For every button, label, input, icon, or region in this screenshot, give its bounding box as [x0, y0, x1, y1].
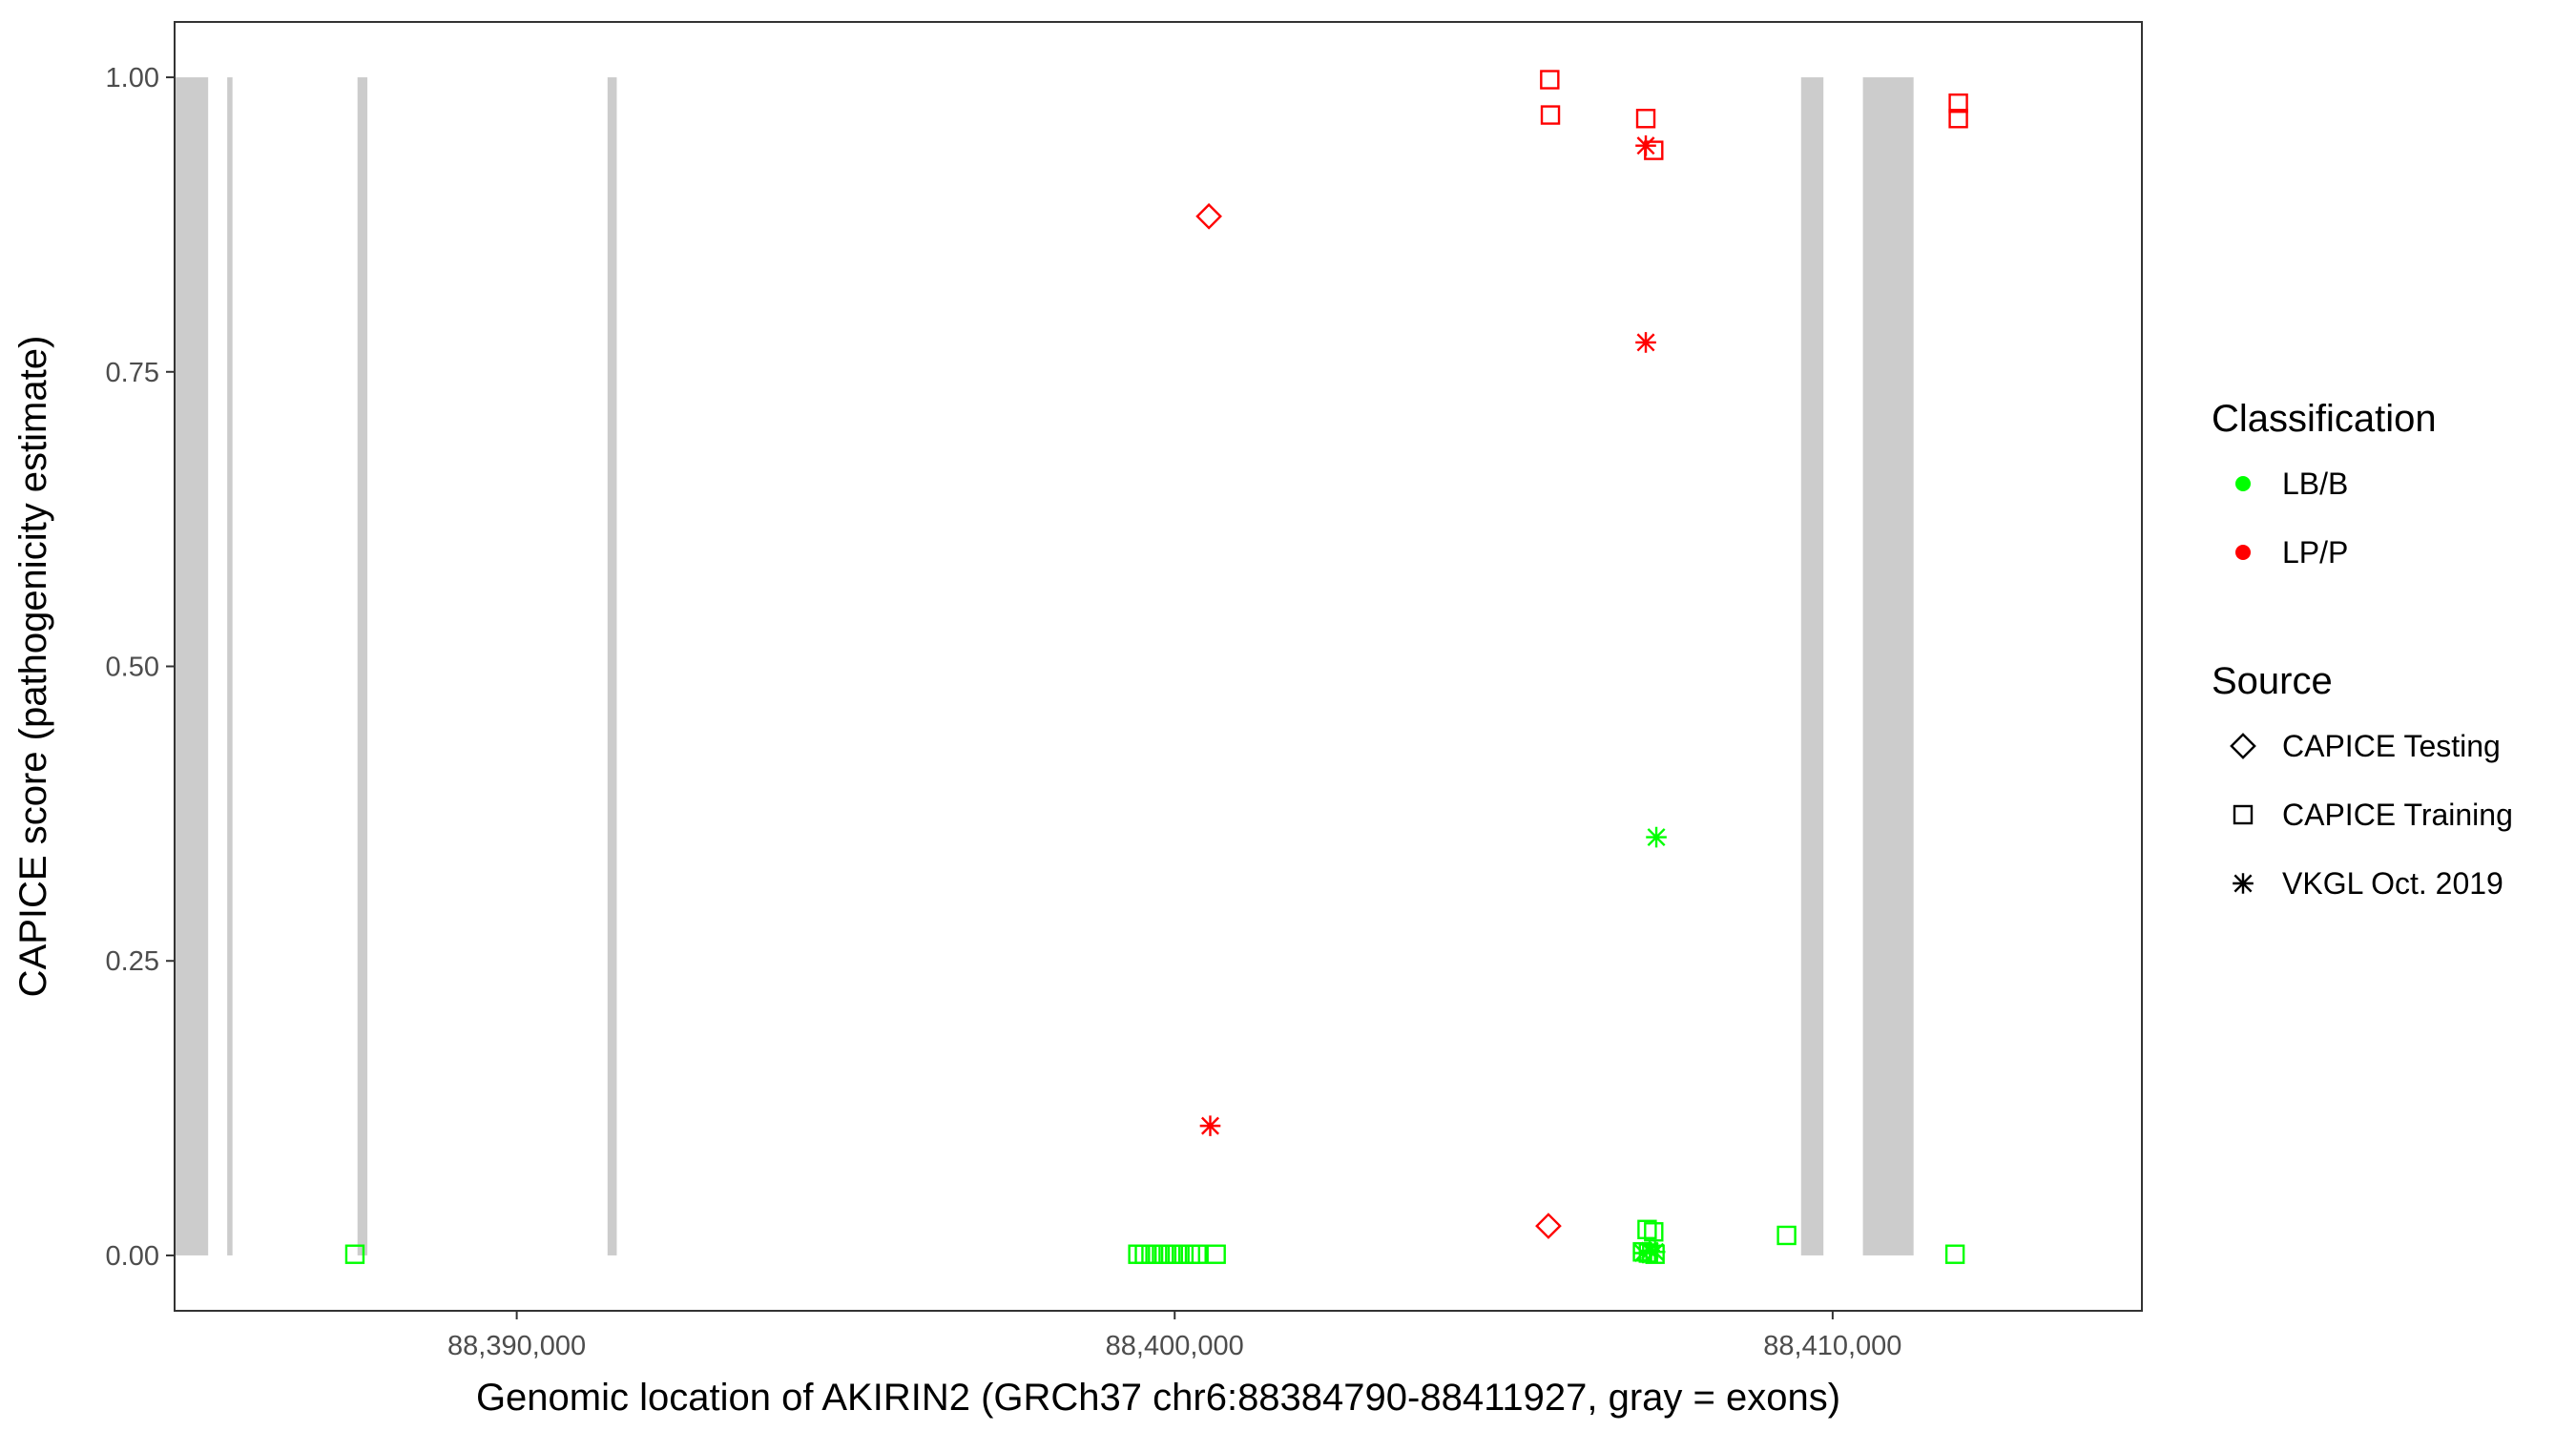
point-lp-p-star	[1199, 1115, 1221, 1136]
legend: Classification LB/B LP/P Source CAPICE Testi…	[2212, 398, 2513, 901]
legend-label: CAPICE Training	[2282, 798, 2513, 832]
point-lp-p-diamond	[1535, 1213, 1562, 1239]
point-layer	[344, 70, 1968, 1264]
exon-bar-1	[174, 77, 209, 1255]
point-lb-b-square	[1944, 1244, 1965, 1264]
legend-label: LP/P	[2282, 535, 2348, 570]
exon-bar-4	[607, 77, 617, 1255]
point-lp-p-star	[1635, 135, 1656, 156]
legend-label: CAPICE Testing	[2282, 729, 2501, 763]
legend-label: LB/B	[2282, 467, 2348, 501]
exon-bar-6	[1862, 77, 1914, 1255]
y-axis-title: CAPICE score (pathogenicity estimate)	[12, 336, 54, 998]
point-lp-p-square	[1948, 109, 1968, 129]
legend-key-dot	[2235, 545, 2251, 560]
point-lp-p-square	[1540, 105, 1561, 125]
point-lb-b-square	[1637, 1219, 1657, 1239]
x-axis-title: Genomic location of AKIRIN2 (GRCh37 chr6…	[476, 1377, 1840, 1419]
legend-title-source: Source	[2212, 660, 2333, 702]
exon-bar-2	[227, 77, 233, 1255]
point-lb-b-star	[1632, 1242, 1654, 1264]
y-tick-label: 0.50	[106, 653, 159, 683]
y-tick-label: 0.00	[106, 1241, 159, 1272]
point-lp-p-square	[1635, 109, 1656, 129]
y-tick-label: 1.00	[106, 63, 159, 93]
x-tick-label: 88,390,000	[447, 1331, 586, 1361]
point-lb-b-square	[1644, 1222, 1664, 1242]
x-tick-label: 88,410,000	[1763, 1331, 1901, 1361]
point-lp-p-square	[1540, 70, 1560, 90]
legend-title-classification: Classification	[2212, 398, 2437, 440]
exon-bar-5	[1800, 77, 1824, 1255]
legend-label: VKGL Oct. 2019	[2282, 866, 2503, 901]
y-tick-label: 0.75	[106, 358, 159, 388]
exon-layer	[174, 77, 1914, 1255]
point-lb-b-square	[1776, 1225, 1797, 1246]
legend-key-square	[2233, 804, 2254, 825]
point-lb-b-square	[1187, 1244, 1207, 1264]
legend-key-star	[2233, 873, 2254, 894]
point-lb-b-star	[1646, 826, 1667, 848]
point-lb-b-square	[344, 1244, 365, 1264]
point-lp-p-star	[1635, 332, 1656, 353]
point-lb-b-star	[1639, 1240, 1660, 1261]
legend-key-diamond	[2230, 733, 2256, 759]
point-lp-p-diamond	[1195, 202, 1222, 230]
point-lb-b-square	[1206, 1244, 1226, 1264]
point-lb-b-star	[1644, 1241, 1666, 1263]
exon-bar-3	[357, 77, 368, 1255]
axis-layer: 0.00 0.25 0.50 0.75 1.00 88,390,000 88,400,000…	[106, 63, 1902, 1361]
y-tick-label: 0.25	[106, 946, 159, 977]
x-tick-label: 88,400,000	[1106, 1331, 1244, 1361]
legend-key-dot	[2235, 476, 2251, 491]
point-lp-p-square	[1948, 93, 1968, 114]
